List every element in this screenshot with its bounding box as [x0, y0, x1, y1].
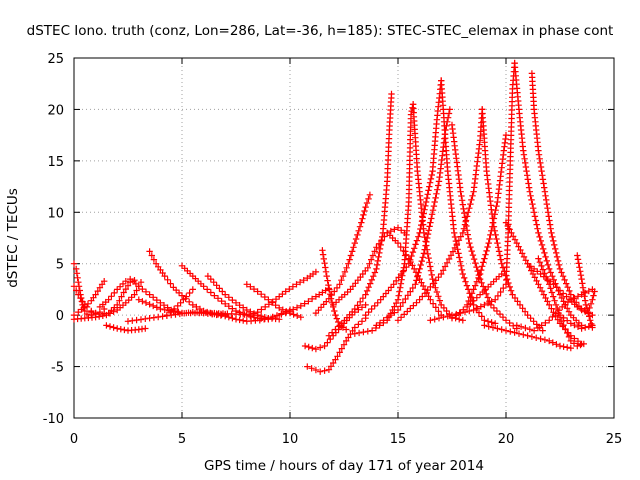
x-axis-label: GPS time / hours of day 171 of year 2014: [204, 458, 484, 474]
series-markers: [70, 278, 108, 319]
series-4: [70, 279, 145, 323]
series-21: [319, 247, 350, 333]
y-tick-label: 10: [47, 206, 64, 221]
series-markers: [394, 106, 486, 324]
series-30: [394, 106, 486, 324]
series-12: [163, 286, 196, 319]
series-17: [265, 285, 333, 322]
series-13: [204, 272, 283, 323]
x-tick-label: 0: [70, 432, 78, 447]
series-markers: [163, 286, 196, 319]
series-markers: [479, 106, 546, 334]
series-3: [70, 278, 108, 319]
series-43: [448, 270, 505, 322]
x-tick-label: 5: [178, 432, 186, 447]
series-39: [481, 322, 574, 352]
y-tick-label: 5: [56, 258, 64, 273]
y-tick-label: 0: [56, 309, 64, 324]
x-tick-label: 15: [390, 432, 407, 447]
series-markers: [438, 77, 499, 327]
chart-title: dSTEC Iono. truth (conz, Lon=286, Lat=-3…: [27, 23, 614, 39]
series-44: [384, 229, 445, 319]
x-tick-label: 10: [282, 432, 299, 447]
series-19: [304, 315, 369, 375]
series-markers: [103, 322, 149, 334]
x-tick-label: 25: [606, 432, 623, 447]
x-tick-label: 20: [498, 432, 515, 447]
series-markers: [70, 279, 145, 323]
series-7: [103, 322, 149, 334]
series-16: [254, 268, 320, 316]
plot-frame: [73, 57, 615, 419]
axis-ticks: 0 5 10 15 20 25 -10 -5 0 5 10 15 20 25: [43, 52, 623, 447]
series-markers: [448, 270, 505, 322]
series-markers: [319, 247, 350, 333]
y-axis-label: dSTEC / TECUs: [5, 188, 21, 288]
series-markers: [124, 308, 261, 325]
series-42: [556, 311, 596, 332]
data-marks: [70, 59, 598, 375]
series-markers: [556, 311, 596, 332]
series-23: [330, 224, 408, 309]
series-32: [479, 106, 546, 334]
series-9: [124, 308, 261, 325]
y-tick-label: 25: [47, 52, 64, 67]
series-markers: [304, 315, 369, 375]
series-markers: [204, 272, 283, 323]
series-markers: [513, 286, 596, 334]
series-20: [312, 191, 374, 317]
series-markers: [574, 252, 596, 331]
series-markers: [254, 268, 320, 316]
series-markers: [481, 322, 574, 352]
grid: [74, 58, 614, 418]
series-28: [438, 77, 499, 327]
series-markers: [265, 285, 333, 322]
y-tick-label: -5: [51, 361, 64, 376]
series-markers: [330, 224, 408, 309]
series-markers: [312, 191, 374, 317]
series-40: [513, 286, 596, 334]
series-41: [574, 252, 596, 331]
y-tick-label: 15: [47, 155, 64, 170]
y-tick-label: 20: [47, 103, 64, 118]
y-tick-label: -10: [43, 412, 64, 427]
series-markers: [384, 229, 445, 319]
